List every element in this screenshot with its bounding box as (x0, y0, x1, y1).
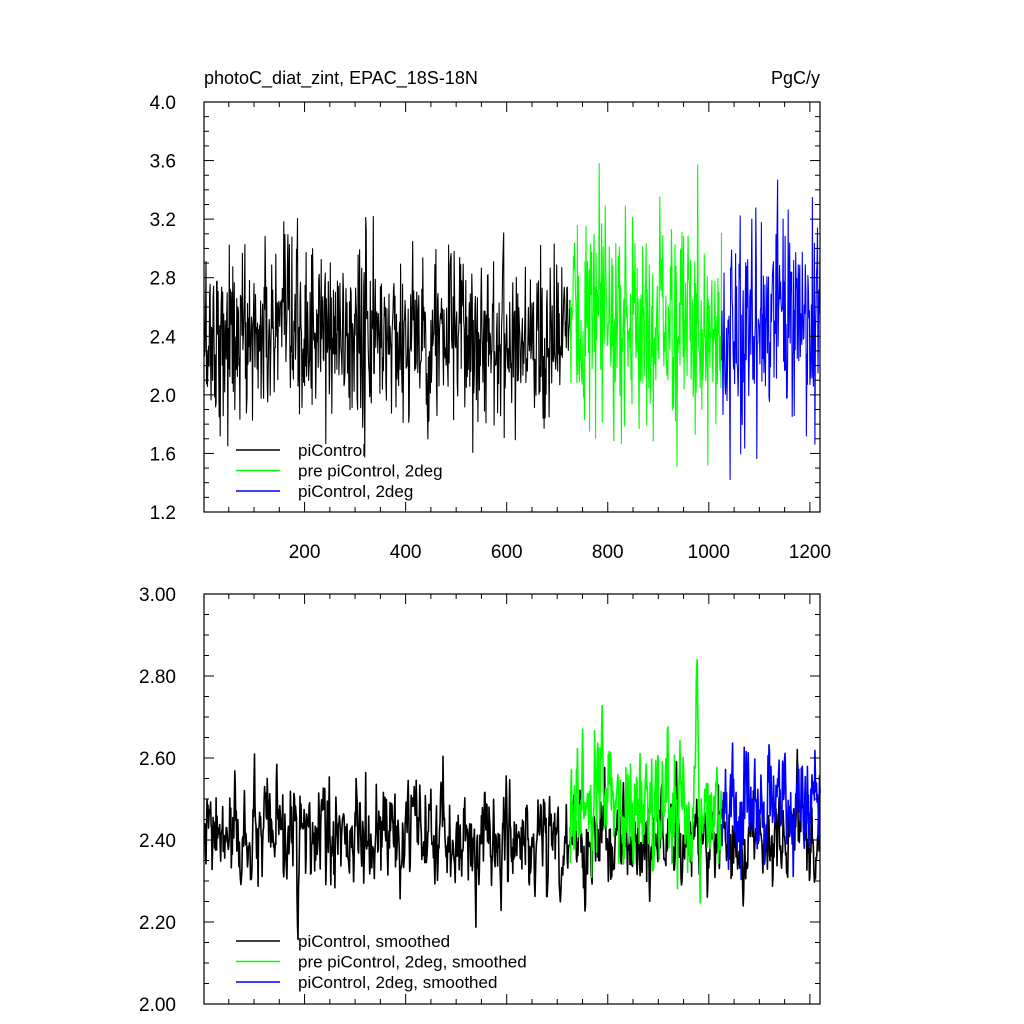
y-tick-label: 3.2 (150, 210, 176, 231)
bottom-plot-frame (203, 593, 821, 1005)
series-line-picontrol-smoothed (203, 748, 821, 941)
x-tick-label: 400 (390, 542, 422, 563)
x-tick-label: 1200 (789, 542, 831, 563)
series-line-pre-picontrol-2deg-smoothed (569, 658, 723, 904)
bottom-legend: piControl, smoothed pre piControl, 2deg, … (236, 932, 527, 992)
x-tick-label: 200 (289, 542, 321, 563)
y-tick-label: 2.00 (139, 995, 176, 1016)
y-tick-label: 1.2 (150, 503, 176, 524)
x-tick-label: 1000 (688, 542, 730, 563)
legend-label: pre piControl, 2deg (298, 462, 443, 481)
y-tick-label: 2.80 (139, 667, 176, 688)
legend-label: pre piControl, 2deg, smoothed (298, 953, 527, 972)
y-tick-label: 3.00 (139, 585, 176, 606)
y-tick-label: 2.4 (150, 327, 177, 348)
top-axis-ticks: 1.2 1.6 2.0 2.4 2.8 3.2 3.6 4.0 200 400 600 800 1000… (150, 93, 831, 563)
series-line-picontrol (203, 215, 571, 458)
top-chart-title: photoC_diat_zint, EPAC_18S-18N (204, 68, 478, 89)
y-tick-label: 2.20 (139, 913, 176, 934)
bottom-series-group (203, 658, 821, 941)
y-tick-label: 1.6 (150, 444, 176, 465)
legend-label: piControl (298, 441, 366, 460)
legend-label: piControl, 2deg (298, 482, 413, 501)
x-tick-label: 600 (491, 542, 523, 563)
series-line-pre-picontrol-2deg (569, 162, 723, 467)
series-line-picontrol-2deg-smoothed (720, 742, 821, 881)
y-tick-label: 2.8 (150, 269, 176, 290)
y-tick-label: 2.40 (139, 831, 176, 852)
top-series-group (203, 162, 821, 481)
y-tick-label: 2.0 (150, 386, 176, 407)
y-tick-label: 2.60 (139, 749, 176, 770)
y-tick-label: 4.0 (150, 93, 176, 114)
top-plot-frame (203, 101, 821, 513)
top-chart-units: PgC/y (771, 68, 820, 88)
top-panel: photoC_diat_zint, EPAC_18S-18N PgC/y 1.2… (150, 68, 831, 563)
y-tick-label: 3.6 (150, 152, 176, 173)
series-line-picontrol-2deg (720, 179, 821, 481)
legend-label: piControl, 2deg, smoothed (298, 973, 497, 992)
legend-label: piControl, smoothed (298, 932, 450, 951)
x-tick-label: 800 (592, 542, 624, 563)
bottom-panel: 2.00 2.20 2.40 2.60 2.80 3.00 piControl, smoo… (139, 585, 821, 1016)
